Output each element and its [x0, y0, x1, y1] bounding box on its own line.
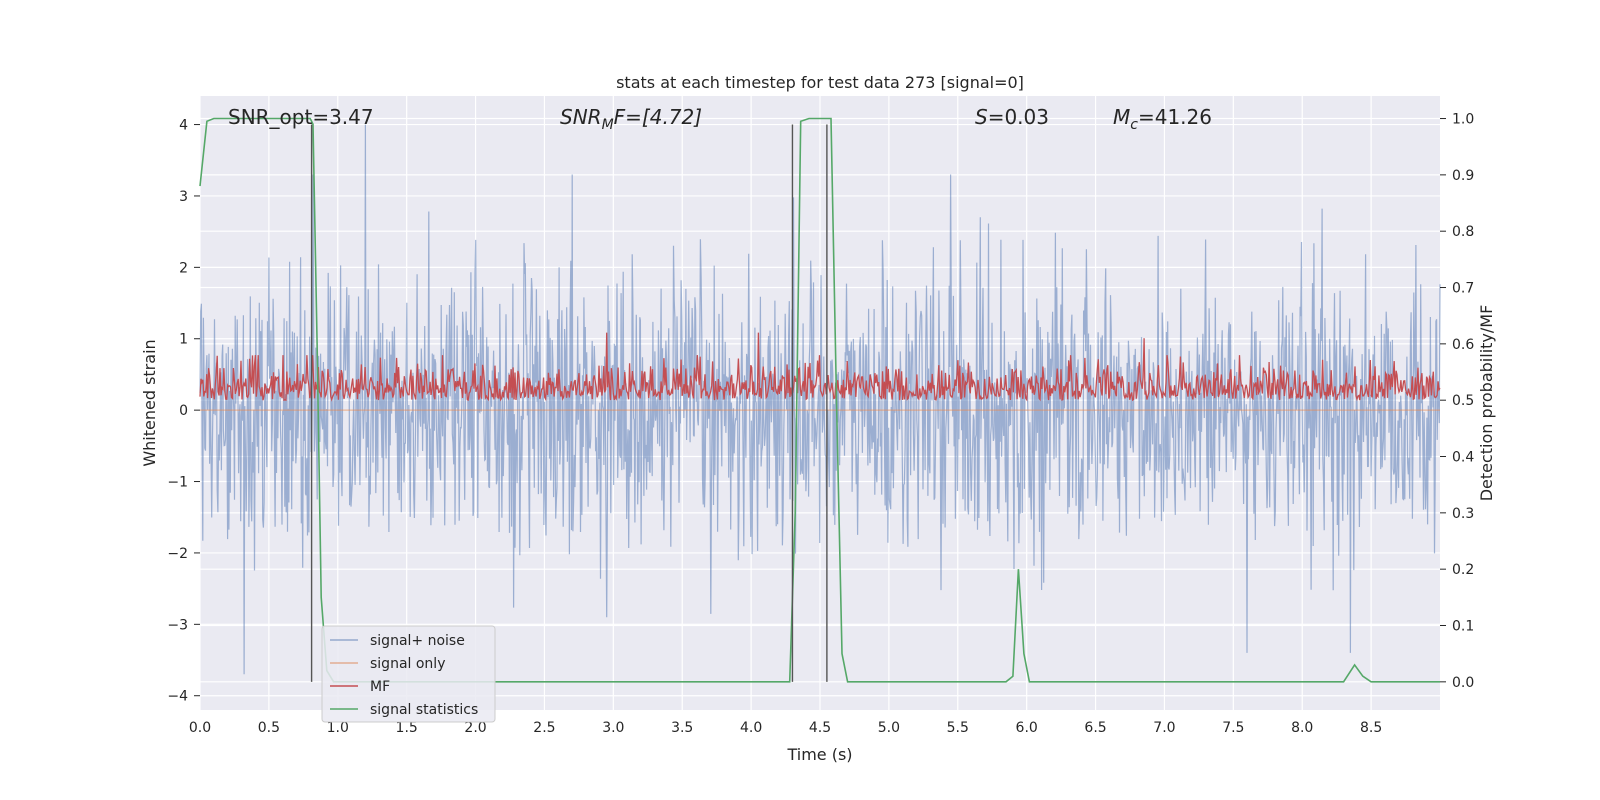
y-tick-label: 0 — [179, 403, 188, 419]
annotation-s: S=0.03 — [975, 105, 1049, 129]
legend: signal+ noise signal only MF signal stat… — [321, 625, 496, 723]
y-tick-labels-left: −4 −3 −2 −1 0 1 2 3 4 — [167, 118, 200, 705]
y-tick-label: −4 — [167, 689, 188, 705]
y-tick-label-right: 0.6 — [1452, 337, 1474, 353]
x-axis-label: Time (s) — [786, 745, 852, 764]
x-tick-label: 7.0 — [1153, 720, 1175, 736]
x-tick-label: 4.5 — [809, 720, 831, 736]
y-axis-label-left: Whitened strain — [140, 339, 159, 466]
y-tick-label: 3 — [179, 189, 188, 205]
legend-label-signal-statistics: signal statistics — [370, 702, 478, 718]
y-axis-label-right: Detection probability/MF — [1477, 305, 1496, 502]
x-tick-labels: 0.0 0.5 1.0 1.5 2.0 2.5 3.0 3.5 4.0 4.5 5.0 5.5 6.0 6… — [189, 720, 1382, 736]
y-tick-label: 2 — [179, 260, 188, 276]
y-tick-label: −1 — [167, 475, 188, 491]
legend-label-mf: MF — [370, 679, 390, 695]
legend-box — [321, 625, 496, 723]
x-tick-label: 7.5 — [1222, 720, 1244, 736]
legend-label-signal-only: signal only — [370, 656, 445, 672]
chart-title: stats at each timestep for test data 273… — [616, 73, 1024, 92]
x-tick-label: 6.5 — [1084, 720, 1106, 736]
y-tick-label-right: 0.1 — [1452, 619, 1474, 635]
y-tick-label-right: 0.5 — [1452, 393, 1474, 409]
series-signal-statistics — [199, 117, 1440, 683]
y-tick-label-right: 0.4 — [1452, 450, 1474, 466]
x-tick-label: 3.0 — [602, 720, 624, 736]
series-layer — [199, 117, 1441, 683]
y-tick-label: 1 — [179, 332, 188, 348]
vertical-markers — [310, 124, 828, 682]
y-tick-label-right: 0.0 — [1452, 675, 1474, 691]
y-tick-label: −3 — [167, 617, 188, 633]
x-tick-label: 0.5 — [258, 720, 280, 736]
legend-label-signal-noise: signal+ noise — [370, 633, 465, 649]
annotation-snr-mf: SNRMF=[4.72] — [560, 105, 702, 133]
x-tick-label: 8.0 — [1291, 720, 1313, 736]
x-tick-label: 5.0 — [878, 720, 900, 736]
series-signal-noise — [199, 124, 1441, 675]
x-tick-label: 6.0 — [1016, 720, 1038, 736]
x-tick-label: 2.0 — [464, 720, 486, 736]
y-tick-labels-right: 0.0 0.1 0.2 0.3 0.4 0.5 0.6 0.7 0.8 0.9 1.0 — [1440, 112, 1474, 691]
y-tick-label-right: 0.8 — [1452, 224, 1474, 240]
y-tick-label-right: 1.0 — [1452, 112, 1474, 128]
x-tick-label: 1.0 — [327, 720, 349, 736]
x-tick-label: 4.0 — [740, 720, 762, 736]
annotation-snr-opt: SNR_opt=3.47 — [228, 105, 374, 129]
y-tick-label: 4 — [179, 118, 188, 134]
y-tick-label-right: 0.9 — [1452, 168, 1474, 184]
x-tick-label: 2.5 — [533, 720, 555, 736]
x-tick-label: 3.5 — [671, 720, 693, 736]
x-tick-label: 1.5 — [396, 720, 418, 736]
x-tick-label: 8.5 — [1360, 720, 1382, 736]
series-mf — [199, 332, 1441, 402]
x-tick-label: 5.5 — [947, 720, 969, 736]
annotation-mc: Mc=41.26 — [1113, 105, 1212, 133]
y-tick-label-right: 0.3 — [1452, 506, 1474, 522]
y-tick-label: −2 — [167, 546, 188, 562]
y-tick-label-right: 0.2 — [1452, 562, 1474, 578]
y-tick-label-right: 0.7 — [1452, 281, 1474, 297]
x-tick-label: 0.0 — [189, 720, 211, 736]
